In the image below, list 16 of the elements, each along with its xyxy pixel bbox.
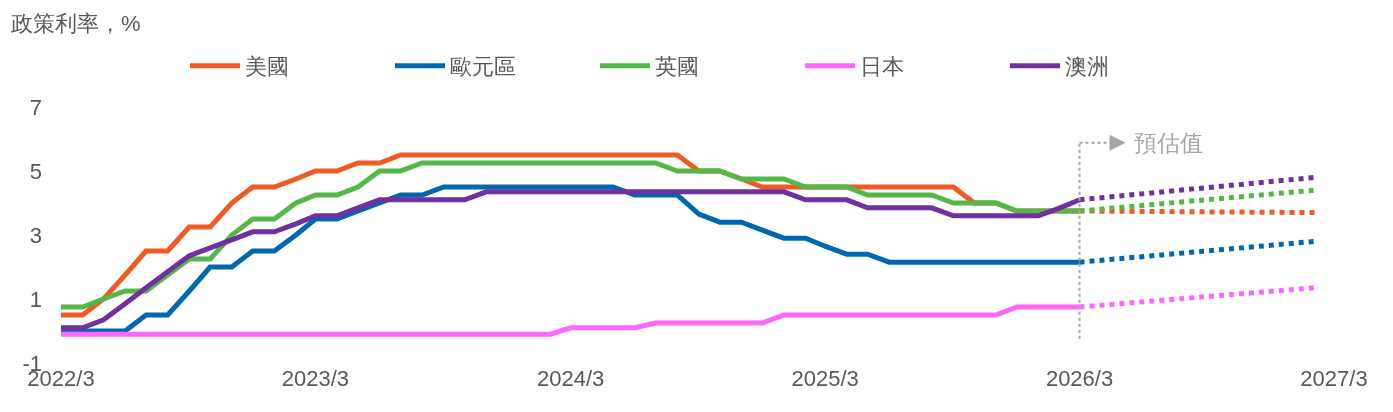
x-tick-label: 2025/3 xyxy=(791,366,859,391)
x-tick-label: 2024/3 xyxy=(536,366,605,391)
legend-label: 美國 xyxy=(245,54,289,80)
y-tick-label: 3 xyxy=(29,222,42,248)
y-tick-label: 1 xyxy=(29,286,42,312)
y-axis-title: 政策利率，% xyxy=(11,11,141,36)
legend-label: 日本 xyxy=(860,54,904,80)
y-tick-label: 7 xyxy=(29,94,42,120)
legend-label: 歐元區 xyxy=(450,54,516,80)
legend-label: 澳洲 xyxy=(1065,54,1109,80)
legend-label: 英國 xyxy=(655,54,699,80)
y-tick-label: 5 xyxy=(29,158,42,184)
ref-line-label: 預估值 xyxy=(1134,130,1203,156)
x-tick-label: 2023/3 xyxy=(281,366,350,391)
x-tick-label: 2027/3 xyxy=(1300,366,1368,391)
x-tick-label: 2026/3 xyxy=(1045,366,1114,391)
